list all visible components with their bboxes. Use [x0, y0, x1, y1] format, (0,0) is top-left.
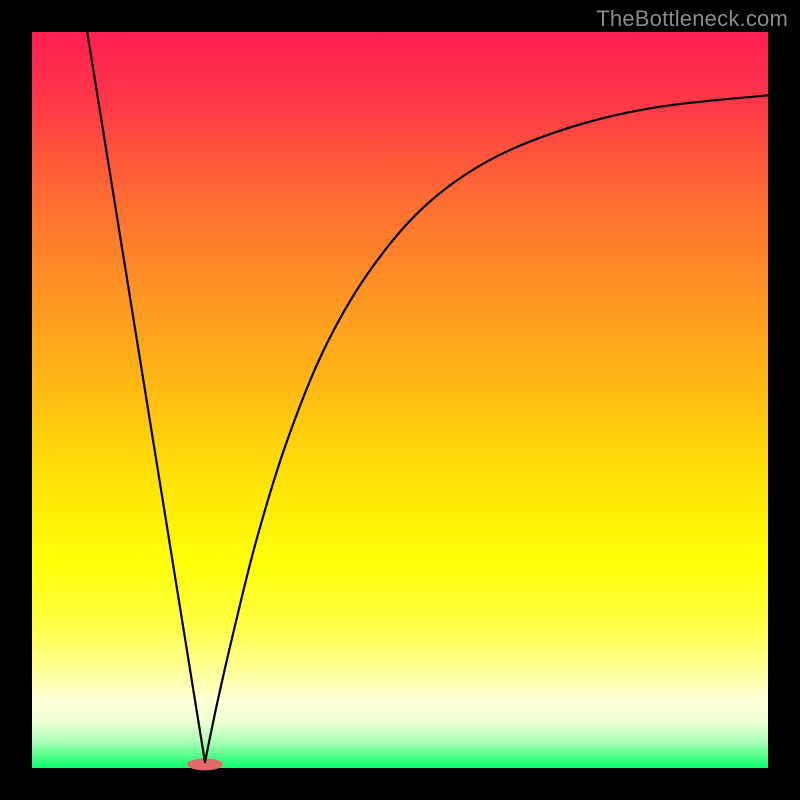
chart-container: TheBottleneck.com [0, 0, 800, 800]
bottleneck-chart [0, 0, 800, 800]
plot-background [32, 32, 768, 768]
